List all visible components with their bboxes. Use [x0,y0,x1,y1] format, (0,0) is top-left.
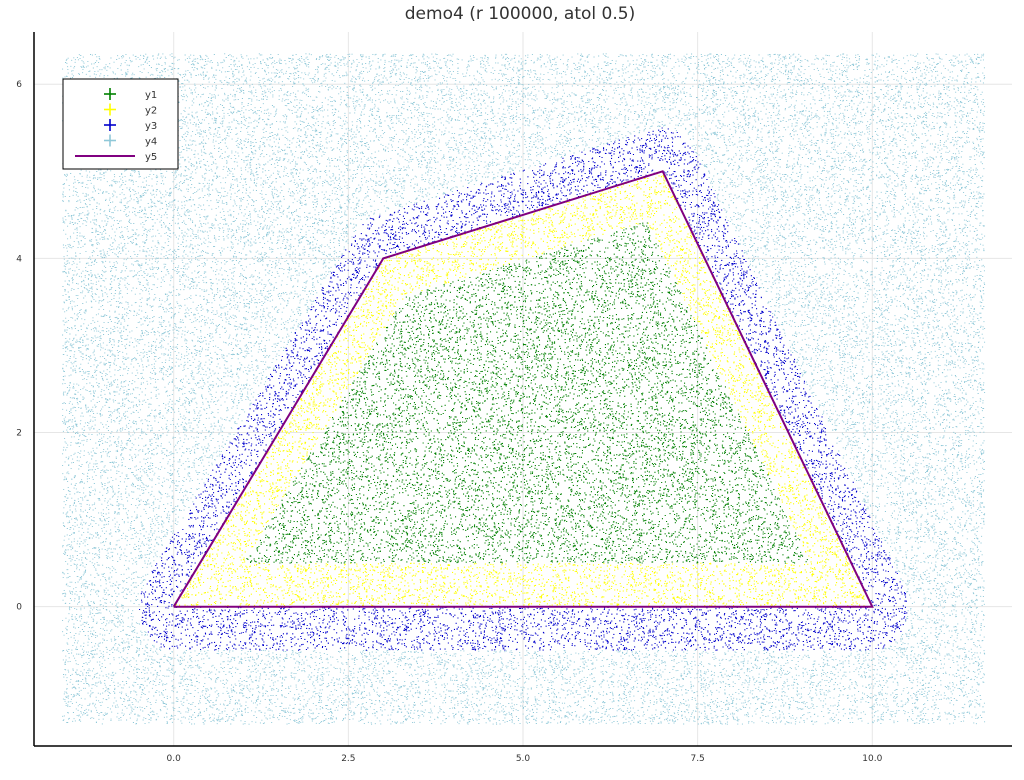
series-line-y5 [172,170,874,608]
legend-label-y2: y2 [145,106,157,117]
y-tick-label: 0 [16,603,22,613]
y-tick-label: 2 [16,429,22,439]
legend-label-y1: y1 [145,90,157,101]
scatter-points [62,53,986,725]
legend-label-y5: y5 [145,152,157,163]
y-tick-label: 4 [16,254,22,264]
chart-title: demo4 (r 100000, atol 0.5) [405,4,635,24]
legend-label-y3: y3 [145,121,157,132]
legend-marker-y4 [104,134,116,147]
legend-marker-y1 [104,88,116,100]
scatter-series-y3 [139,127,908,651]
tick-labels: 0.0 2.5 5.0 7.5 10.0 0 2 4 6 [16,80,882,764]
y-tick-label: 6 [16,80,22,90]
scatter-series-y2 [174,173,872,608]
x-tick-label: 7.5 [690,754,704,764]
x-tick-label: 2.5 [341,754,355,764]
legend: y1 y2 y3 y4 y5 [62,78,179,170]
scatter-series-y1 [246,222,808,564]
legend-box [62,78,179,170]
x-tick-label: 0.0 [167,754,182,764]
x-tick-label: 10.0 [862,754,882,764]
legend-label-y4: y4 [145,137,157,148]
axes [33,32,1012,747]
legend-marker-y2 [104,103,116,116]
scatter-series-y4 [62,53,986,725]
series-lines [172,170,874,608]
x-tick-label: 5.0 [516,754,531,764]
legend-marker-y3 [104,119,116,131]
